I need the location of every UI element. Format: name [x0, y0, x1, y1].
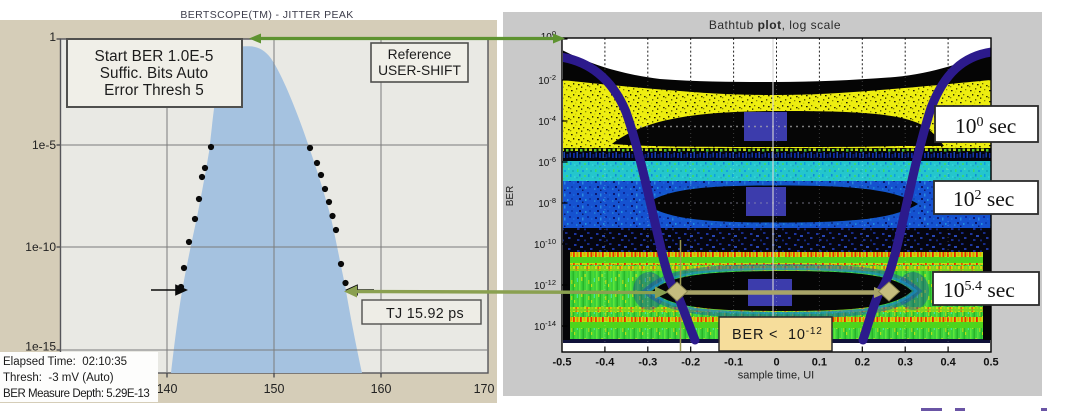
- svg-text:-0.5: -0.5: [553, 357, 572, 369]
- svg-text:BER < 10-12: BER < 10-12: [732, 326, 823, 343]
- svg-text:TJ 15.92 ps: TJ 15.92 ps: [386, 306, 464, 322]
- svg-text:1e-10: 1e-10: [25, 240, 56, 254]
- svg-text:0.2: 0.2: [855, 357, 870, 369]
- svg-text:160: 160: [371, 382, 392, 396]
- svg-text:BER: BER: [505, 186, 516, 207]
- svg-text:Thresh: -3 mV (Auto): Thresh: -3 mV (Auto): [3, 372, 114, 384]
- svg-text:-0.2: -0.2: [681, 357, 700, 369]
- svg-text:0.5: 0.5: [983, 357, 998, 369]
- svg-text:150: 150: [264, 382, 285, 396]
- svg-text:1: 1: [49, 30, 56, 44]
- svg-text:-0.4: -0.4: [595, 357, 615, 369]
- svg-text:sample time, UI: sample time, UI: [738, 370, 814, 382]
- svg-text:-0.1: -0.1: [724, 357, 743, 369]
- svg-text:102 sec: 102 sec: [953, 187, 1014, 211]
- svg-text:1e-15: 1e-15: [25, 340, 56, 354]
- svg-text:Reference: Reference: [388, 47, 452, 62]
- svg-text:-0.3: -0.3: [638, 357, 657, 369]
- svg-text:0: 0: [773, 357, 779, 369]
- svg-text:140: 140: [157, 382, 178, 396]
- svg-text:Suffic. Bits Auto: Suffic. Bits Auto: [100, 65, 209, 82]
- svg-text:170: 170: [474, 382, 495, 396]
- svg-text:100 sec: 100 sec: [955, 114, 1016, 138]
- svg-text:BER Measure Depth: 5.29E-13: BER Measure Depth: 5.29E-13: [3, 388, 149, 400]
- svg-text:Error Thresh 5: Error Thresh 5: [104, 82, 204, 99]
- svg-text:BERTSCOPE(TM) - JITTER PEAK: BERTSCOPE(TM) - JITTER PEAK: [180, 9, 353, 21]
- svg-text:1e-5: 1e-5: [32, 138, 56, 152]
- svg-text:0.3: 0.3: [898, 357, 913, 369]
- svg-text:0.1: 0.1: [812, 357, 827, 369]
- svg-text:Elapsed Time: 02:10:35: Elapsed Time: 02:10:35: [3, 356, 127, 368]
- svg-text:0.4: 0.4: [940, 357, 956, 369]
- svg-text:Bathtub plot, log scale: Bathtub plot, log scale: [709, 18, 841, 32]
- svg-text:Start BER 1.0E-5: Start BER 1.0E-5: [95, 48, 214, 65]
- svg-text:USER-SHIFT: USER-SHIFT: [378, 63, 461, 78]
